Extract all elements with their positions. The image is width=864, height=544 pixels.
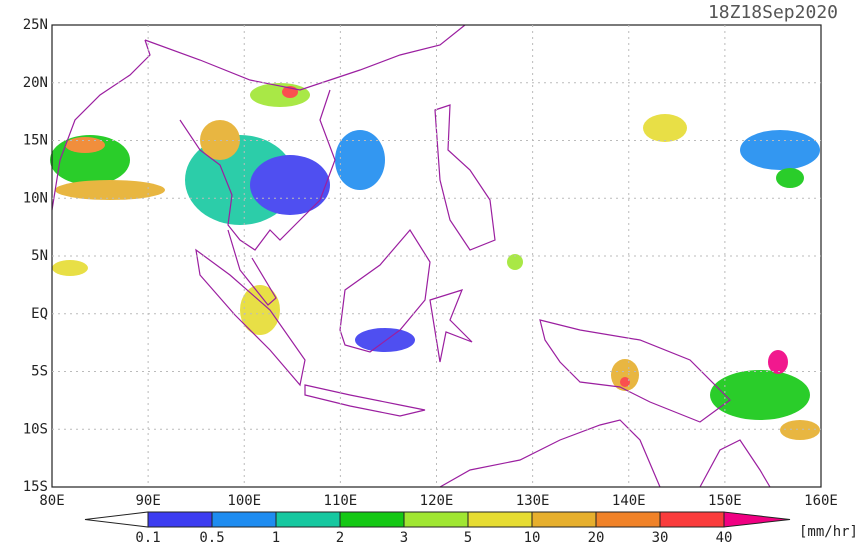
coastline	[144, 24, 466, 91]
island	[429, 289, 473, 363]
coastlines	[51, 24, 771, 488]
colorbar-unit: [mm/hr]	[799, 524, 858, 540]
rain-area	[55, 180, 165, 200]
lat-label: 5N	[31, 248, 48, 264]
rain-area	[507, 254, 523, 270]
colorbar-box	[211, 511, 277, 528]
title: 18Z18Sep2020	[708, 2, 838, 23]
rain-area	[250, 155, 330, 215]
colorbar-triangle	[84, 511, 149, 528]
island	[339, 228, 431, 353]
colorbar-triangle	[723, 511, 791, 528]
rain-area	[611, 359, 639, 391]
colorbar-box	[467, 511, 533, 528]
rain-area	[240, 285, 280, 335]
colorbar-label: 3	[400, 530, 408, 544]
colorbar-label: 0.5	[199, 530, 224, 544]
colorbar-label: 20	[588, 530, 605, 544]
lon-label: 110E	[324, 493, 358, 509]
rain-area	[52, 260, 88, 276]
colorbar-label: 10	[524, 530, 541, 544]
colorbar-box	[659, 511, 725, 528]
lon-label: 160E	[804, 493, 838, 509]
lat-label: 10S	[23, 421, 48, 437]
lon-label: 150E	[708, 493, 742, 509]
island	[539, 319, 731, 423]
lat-label: 25N	[23, 17, 48, 33]
lon-label: 90E	[135, 493, 160, 509]
colorbar-box	[275, 511, 341, 528]
lon-label: 140E	[612, 493, 646, 509]
lat-label: 15S	[23, 479, 48, 495]
island	[434, 104, 496, 251]
rain-area	[65, 137, 105, 153]
rain-area	[335, 130, 385, 190]
colorbar-box	[339, 511, 405, 528]
lon-label: 120E	[420, 493, 454, 509]
coastline	[179, 89, 336, 251]
colorbar-label: 5	[464, 530, 472, 544]
coastline	[227, 229, 277, 306]
lat-label: EQ	[31, 306, 48, 322]
colorbar-label: 1	[272, 530, 280, 544]
colorbar-label: 0.1	[135, 530, 160, 544]
lat-label: 5S	[31, 364, 48, 380]
colorbar: 0.1 0.5 1 2 3 5 10 20 30 40 [mm/hr]	[84, 511, 858, 544]
island	[304, 384, 426, 417]
colorbar-box	[147, 511, 213, 528]
coastline	[51, 39, 151, 211]
island	[195, 248, 306, 387]
colorbar-label: 40	[716, 530, 733, 544]
coastline	[699, 439, 771, 488]
lon-label: 130E	[516, 493, 550, 509]
colorbar-label: 2	[336, 530, 344, 544]
colorbar-label: 30	[652, 530, 669, 544]
rain-area	[740, 130, 820, 170]
lat-label: 20N	[23, 75, 48, 91]
colorbar-box	[595, 511, 661, 528]
rain-area	[620, 377, 630, 387]
rain-area	[710, 370, 810, 420]
rain-area	[776, 168, 804, 188]
lon-label: 100E	[227, 493, 261, 509]
lat-label: 15N	[23, 133, 48, 149]
rain-area	[643, 114, 687, 142]
rain-area	[780, 420, 820, 440]
lon-label: 80E	[39, 493, 64, 509]
precipitation	[50, 83, 820, 440]
colorbar-box	[403, 511, 469, 528]
rain-area	[768, 350, 788, 374]
coastline	[439, 419, 661, 488]
lat-label: 10N	[23, 190, 48, 206]
colorbar-box	[531, 511, 597, 528]
rain-area	[355, 328, 415, 352]
